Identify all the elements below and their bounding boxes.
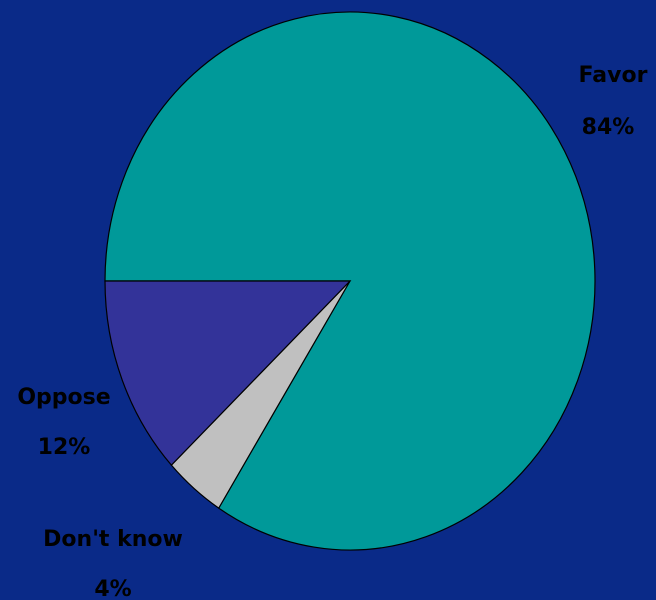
pie-labels: Favor 84% Oppose 12% Don't know 4%	[17, 63, 647, 600]
pie-slices	[104, 11, 596, 551]
slice-value-oppose: 12%	[38, 435, 91, 460]
slice-value-favor: 84%	[582, 115, 635, 140]
slice-label-dont-know: Don't know	[43, 527, 183, 552]
pie-slice-oppose	[104, 280, 352, 467]
slice-label-oppose: Oppose	[17, 385, 110, 410]
slice-label-favor: Favor	[579, 63, 648, 88]
slice-value-dont-know: 4%	[94, 577, 131, 600]
